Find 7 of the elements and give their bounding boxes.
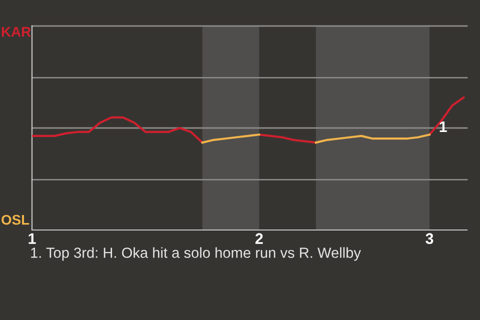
x-tick-label: 3	[426, 233, 434, 244]
x-tick-label: 1	[28, 233, 36, 244]
text: 1. Top 3rd: H. Oka hit a solo home run vs R. Wellby	[31, 247, 361, 261]
text: KAR	[2, 27, 31, 37]
x-tick-label: 2	[255, 233, 263, 244]
text: OSL	[2, 214, 30, 225]
annotation: 1	[440, 121, 447, 132]
